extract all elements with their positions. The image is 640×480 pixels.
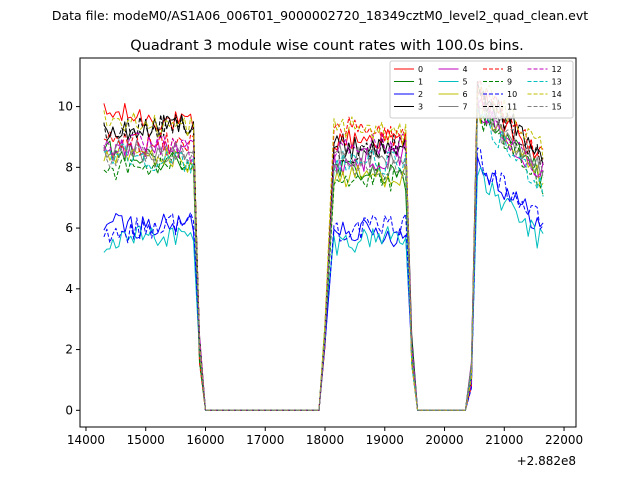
series-line-11 <box>103 89 544 411</box>
y-tick-label: 8 <box>65 160 73 174</box>
series-line-15 <box>103 105 544 411</box>
legend-label: 11 <box>507 103 517 112</box>
x-tick-label: 17000 <box>246 433 284 447</box>
legend-label: 7 <box>463 103 468 112</box>
legend-label: 13 <box>552 78 562 87</box>
legend-label: 3 <box>418 103 423 112</box>
x-offset-label: +2.882e8 <box>517 454 576 468</box>
y-tick-label: 4 <box>65 282 73 296</box>
series-line-2 <box>103 156 544 411</box>
axes-frame <box>79 57 577 428</box>
axes-ticks: 14000 15000 16000 17000 18000 19000 20000 21000… <box>58 100 583 447</box>
legend-label: 12 <box>552 65 562 74</box>
chart-title: Quadrant 3 module wise count rates with … <box>130 38 524 54</box>
legend-label: 1 <box>418 78 423 87</box>
legend-label: 5 <box>463 78 468 87</box>
series-line-10 <box>103 147 544 411</box>
series-line-13 <box>103 107 544 411</box>
legend-label: 2 <box>418 90 423 99</box>
legend-label: 4 <box>463 65 468 74</box>
x-tick-label: 14000 <box>67 433 105 447</box>
x-tick-label: 16000 <box>186 433 224 447</box>
chart-suptitle: Data file: modeM0/AS1A06_006T01_90000027… <box>52 8 588 23</box>
legend-label: 15 <box>552 103 562 112</box>
x-tick-label: 18000 <box>306 433 344 447</box>
legend-label: 14 <box>552 90 562 99</box>
plot-area <box>103 79 544 411</box>
legend-label: 10 <box>507 90 517 99</box>
legend-box <box>389 60 574 119</box>
x-tick-label: 20000 <box>425 433 463 447</box>
x-tick-label: 19000 <box>366 433 404 447</box>
x-tick-label: 15000 <box>127 433 165 447</box>
y-tick-label: 0 <box>65 403 73 417</box>
x-tick-label: 22000 <box>545 433 583 447</box>
y-tick-label: 2 <box>65 343 73 357</box>
series-line-12 <box>103 99 544 411</box>
y-tick-label: 10 <box>58 100 73 114</box>
x-tick-label: 21000 <box>485 433 523 447</box>
series-line-6 <box>103 105 544 411</box>
legend-label: 9 <box>507 78 512 87</box>
legend-label: 6 <box>463 90 468 99</box>
series-line-8 <box>103 79 544 411</box>
series-line-5 <box>103 166 544 411</box>
legend-label: 8 <box>507 65 512 74</box>
legend-label: 0 <box>418 65 423 74</box>
y-tick-label: 6 <box>65 221 73 235</box>
